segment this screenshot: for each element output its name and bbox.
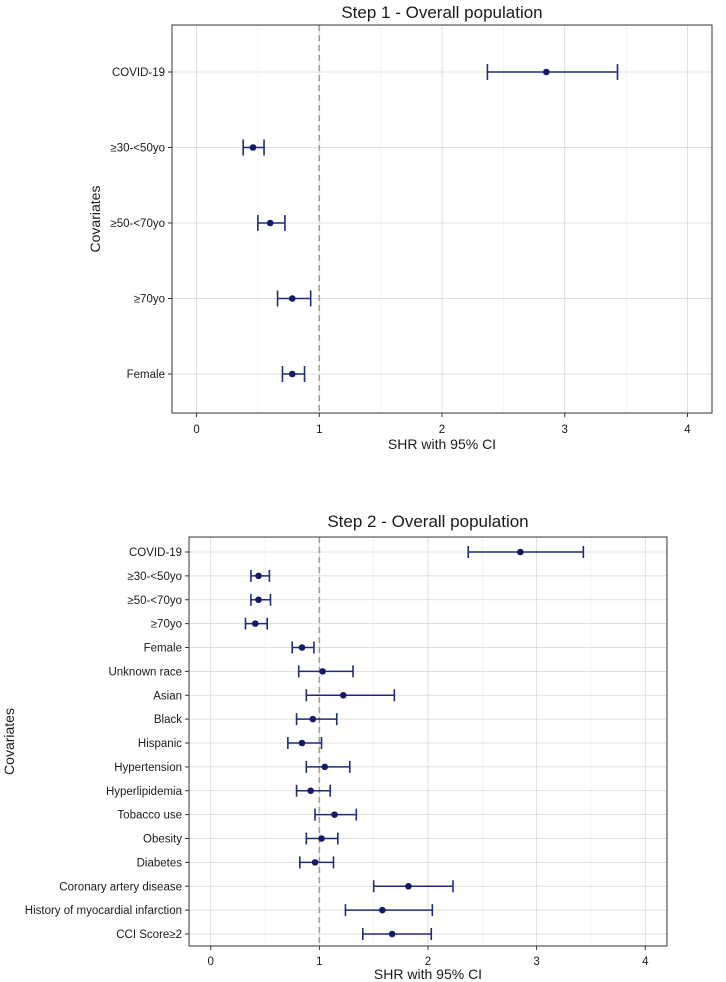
estimate-point — [517, 548, 524, 556]
errorbar-group — [250, 593, 272, 606]
x-tick-label: 4 — [642, 956, 649, 968]
estimate-point — [388, 930, 396, 938]
errorbar-group — [486, 64, 619, 80]
estimate-point — [543, 68, 550, 76]
estimate-point — [255, 596, 262, 604]
y-tick-label: Hispanic — [138, 738, 182, 750]
estimate-point — [288, 370, 296, 378]
y-axis-label: Covariates — [87, 186, 103, 253]
estimate-point — [255, 572, 262, 580]
estimate-point — [249, 144, 257, 151]
y-tick-label: Female — [127, 369, 165, 381]
x-tick-label: 0 — [193, 424, 199, 436]
estimate-point — [321, 763, 329, 771]
forest-plot-1: COVID-19 ≥30-<50yo ≥50-<70yo ≥70yo Female 0 1 2… — [87, 3, 713, 452]
x-tick-label: 1 — [316, 956, 322, 968]
x-tick-label: 1 — [316, 424, 322, 436]
errorbar-group — [314, 808, 358, 821]
x-tick-label: 2 — [439, 424, 445, 436]
chart-title: Step 1 - Overall population — [341, 3, 542, 22]
y-tick-label: ≥50-<70yo — [110, 218, 165, 230]
forest-plot-2: COVID-19 ≥30-<50yo ≥50-<70yo ≥70yo Female Unk… — [1, 512, 668, 982]
y-tick-label: ≥50-<70yo — [127, 595, 182, 607]
estimate-point — [379, 906, 386, 914]
errorbar-group — [276, 290, 312, 307]
errorbar-group — [362, 928, 433, 940]
errorbar-group — [250, 569, 271, 582]
y-tick-label: ≥30-<50yo — [110, 143, 165, 155]
x-tick-label: 3 — [533, 956, 539, 968]
y-tick-label: ≥30-<50yo — [127, 571, 182, 583]
errorbar-group — [242, 139, 265, 156]
x-axis-label: SHR with 95% CI — [374, 966, 482, 982]
estimate-point — [318, 835, 325, 842]
y-tick-label: Hyperlipidemia — [106, 786, 183, 798]
y-tick-label: Unknown race — [108, 666, 182, 678]
y-tick-label: COVID-19 — [129, 547, 182, 559]
errorbar-group — [297, 665, 354, 678]
y-tick-label: Asian — [153, 690, 182, 702]
errorbar-group — [467, 546, 585, 558]
errorbar-group — [295, 784, 332, 797]
y-tick-label: Obesity — [143, 834, 182, 846]
estimate-point — [311, 859, 319, 866]
chart-title: Step 2 - Overall population — [327, 512, 528, 531]
x-tick-label: 4 — [684, 424, 691, 436]
errorbar-group — [305, 760, 351, 773]
estimate-point — [298, 644, 306, 651]
estimate-point — [319, 668, 326, 675]
estimate-point — [405, 882, 412, 890]
x-tick-label: 0 — [208, 956, 214, 968]
errorbar-group — [281, 366, 306, 382]
errorbar-group — [287, 737, 323, 749]
errorbar-group — [305, 832, 339, 845]
errorbar-group — [244, 617, 269, 630]
y-tick-label: Tobacco use — [117, 810, 182, 822]
errorbar-group — [305, 689, 396, 702]
estimate-point — [309, 715, 317, 723]
y-tick-label: Black — [154, 714, 182, 726]
errorbar-group — [372, 880, 454, 893]
errorbar-group — [344, 904, 434, 917]
y-tick-label: History of myocardial infarction — [25, 905, 182, 917]
estimate-point — [288, 295, 296, 302]
errorbar-group — [291, 641, 315, 654]
x-tick-label: 3 — [562, 424, 568, 436]
y-tick-label: CCI Score≥2 — [116, 929, 182, 941]
errorbar-group — [295, 713, 338, 726]
y-tick-label: ≥70yo — [134, 294, 165, 306]
y-tick-label: ≥70yo — [151, 619, 182, 631]
estimate-point — [339, 691, 347, 699]
estimate-point — [266, 219, 274, 227]
y-tick-label: Diabetes — [137, 857, 183, 869]
estimate-point — [251, 620, 259, 627]
estimate-point — [298, 739, 306, 747]
y-tick-label: COVID-19 — [112, 67, 165, 79]
estimate-point — [331, 811, 338, 818]
errorbar-group — [257, 215, 286, 231]
estimate-point — [307, 787, 314, 795]
x-tick-label: 2 — [425, 956, 431, 968]
y-axis-label: Covariates — [1, 708, 17, 775]
y-tick-label: Female — [144, 643, 182, 655]
y-tick-label: Coronary artery disease — [59, 881, 182, 893]
errorbar-group — [299, 856, 335, 869]
y-tick-label: Hypertension — [114, 762, 182, 774]
x-axis-label: SHR with 95% CI — [388, 436, 496, 452]
